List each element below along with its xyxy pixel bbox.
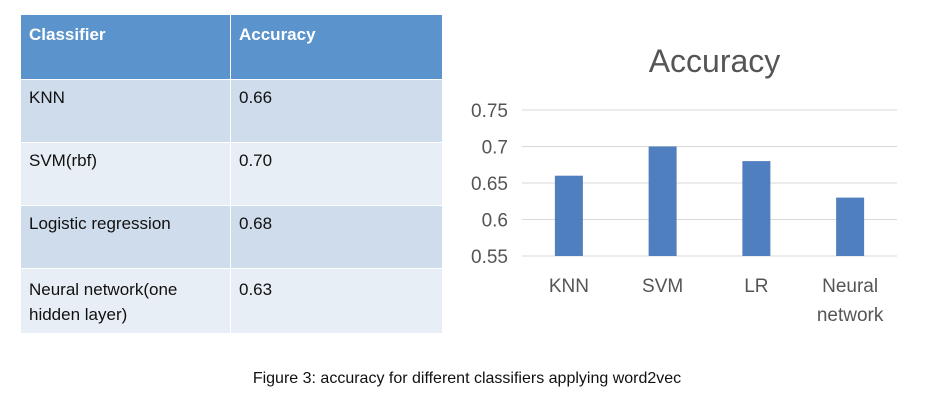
- cell-accuracy: 0.70: [230, 142, 443, 206]
- cell-classifier: SVM(rbf): [20, 142, 231, 206]
- cell-accuracy: 0.68: [230, 205, 443, 269]
- figure-caption: Figure 3: accuracy for different classif…: [252, 370, 682, 387]
- accuracy-table: Classifier Accuracy KNN 0.66 SVM(rbf) 0.…: [20, 14, 443, 334]
- cell-classifier: Logistic regression: [20, 205, 231, 269]
- cell-classifier: KNN: [20, 79, 231, 143]
- x-tick-label: LR: [744, 276, 768, 297]
- cell-accuracy: 0.63: [230, 268, 443, 334]
- table-row: Neural network(one hidden layer) 0.63: [20, 268, 443, 334]
- chart-title: Accuracy: [649, 43, 781, 79]
- bar-svm: [648, 146, 677, 256]
- x-tick-label: KNN: [549, 276, 589, 297]
- table-row: KNN 0.66: [20, 79, 443, 143]
- table-row: SVM(rbf) 0.70: [20, 142, 443, 206]
- table-row: Logistic regression 0.68: [20, 205, 443, 269]
- y-tick-label: 0.7: [482, 138, 508, 159]
- cell-classifier: Neural network(one hidden layer): [20, 268, 231, 334]
- bar-neural-network: [836, 197, 865, 256]
- bar-knn: [554, 175, 583, 256]
- header-classifier: Classifier: [20, 14, 231, 80]
- header-accuracy: Accuracy: [230, 14, 443, 80]
- y-tick-label: 0.65: [471, 174, 508, 195]
- y-tick-label: 0.55: [471, 247, 508, 268]
- table-header-row: Classifier Accuracy: [20, 14, 443, 80]
- x-tick-label: Neural network: [817, 276, 884, 326]
- y-tick-label: 0.75: [471, 101, 508, 122]
- y-tick-label: 0.6: [482, 211, 508, 232]
- cell-accuracy: 0.66: [230, 79, 443, 143]
- accuracy-bar-chart: Accuracy 0.55 0.6 0.65 0.7 0.75 KNN SVM LR Neural…: [471, 43, 897, 326]
- bar-lr: [742, 161, 771, 256]
- x-tick-label: SVM: [642, 276, 683, 297]
